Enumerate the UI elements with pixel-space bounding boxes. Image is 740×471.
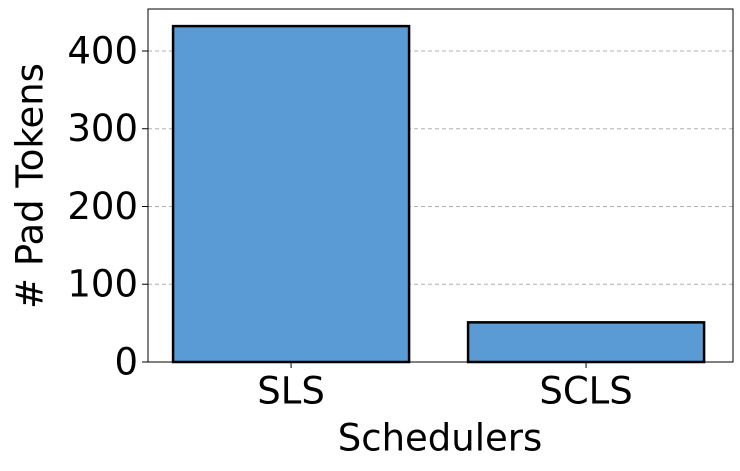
bar	[466, 321, 706, 364]
x-tick-label: SCLS	[539, 370, 632, 413]
y-tick-label: 400	[67, 29, 138, 72]
y-axis-label: # Pad Tokens	[9, 63, 52, 309]
y-tick-label: 200	[67, 185, 138, 228]
y-tick-label: 100	[67, 263, 138, 306]
y-tick-label: 300	[67, 107, 138, 150]
y-tick-label: 0	[114, 341, 138, 384]
plot-frame	[147, 8, 734, 363]
x-axis-label: Schedulers	[338, 417, 543, 460]
x-tick-label: SLS	[257, 370, 325, 413]
bar	[171, 24, 411, 364]
